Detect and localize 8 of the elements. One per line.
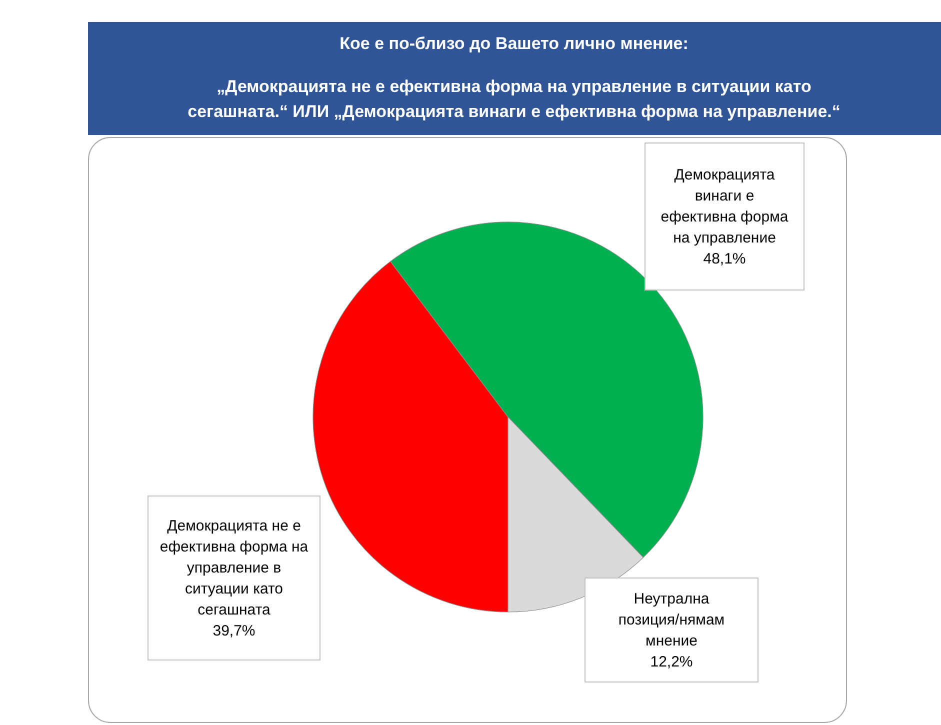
data-label: 12,2% [650, 654, 693, 670]
data-label: 39,7% [212, 622, 256, 640]
slice-label: Неутрална позиция/нямам мнение [618, 590, 725, 650]
slice-label: Демокрацията не е ефективна форма на управление в ситуации като сегашната [160, 518, 309, 618]
chart-subtitle: „Демокрацията не е ефективна форма на управление в ситуации като сегашната.“ ИЛИ „Демокрацията винаги е ефективна форма на управление.“ [188, 77, 840, 121]
chart-title: Кое е по-близо до Вашето лично мнение: [340, 34, 688, 53]
slice-label: Демокрацията винаги е ефективна форма на управление [660, 166, 789, 246]
data-label: 48,1% [703, 250, 746, 268]
